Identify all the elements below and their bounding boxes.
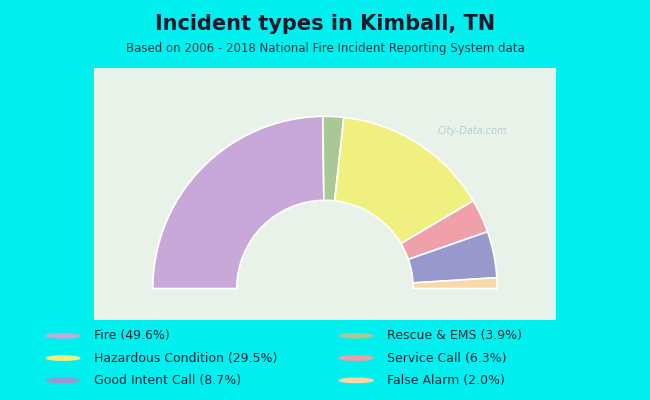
Text: Based on 2006 - 2018 National Fire Incident Reporting System data: Based on 2006 - 2018 National Fire Incid… — [125, 42, 525, 55]
Text: Incident types in Kimball, TN: Incident types in Kimball, TN — [155, 14, 495, 34]
Circle shape — [46, 334, 80, 338]
Circle shape — [46, 356, 80, 360]
Wedge shape — [335, 117, 473, 244]
Text: City-Data.com: City-Data.com — [438, 126, 508, 136]
Wedge shape — [323, 116, 344, 201]
Wedge shape — [153, 116, 324, 288]
Wedge shape — [408, 232, 497, 283]
Text: Good Intent Call (8.7%): Good Intent Call (8.7%) — [94, 374, 241, 387]
Text: Service Call (6.3%): Service Call (6.3%) — [387, 352, 507, 365]
Wedge shape — [401, 201, 488, 260]
Circle shape — [339, 334, 373, 338]
FancyBboxPatch shape — [94, 68, 556, 320]
Circle shape — [339, 356, 373, 360]
Text: Fire (49.6%): Fire (49.6%) — [94, 329, 170, 342]
Text: False Alarm (2.0%): False Alarm (2.0%) — [387, 374, 505, 387]
Text: Hazardous Condition (29.5%): Hazardous Condition (29.5%) — [94, 352, 278, 365]
Circle shape — [339, 378, 373, 382]
Wedge shape — [413, 278, 497, 288]
Text: Rescue & EMS (3.9%): Rescue & EMS (3.9%) — [387, 329, 523, 342]
Circle shape — [46, 378, 80, 382]
